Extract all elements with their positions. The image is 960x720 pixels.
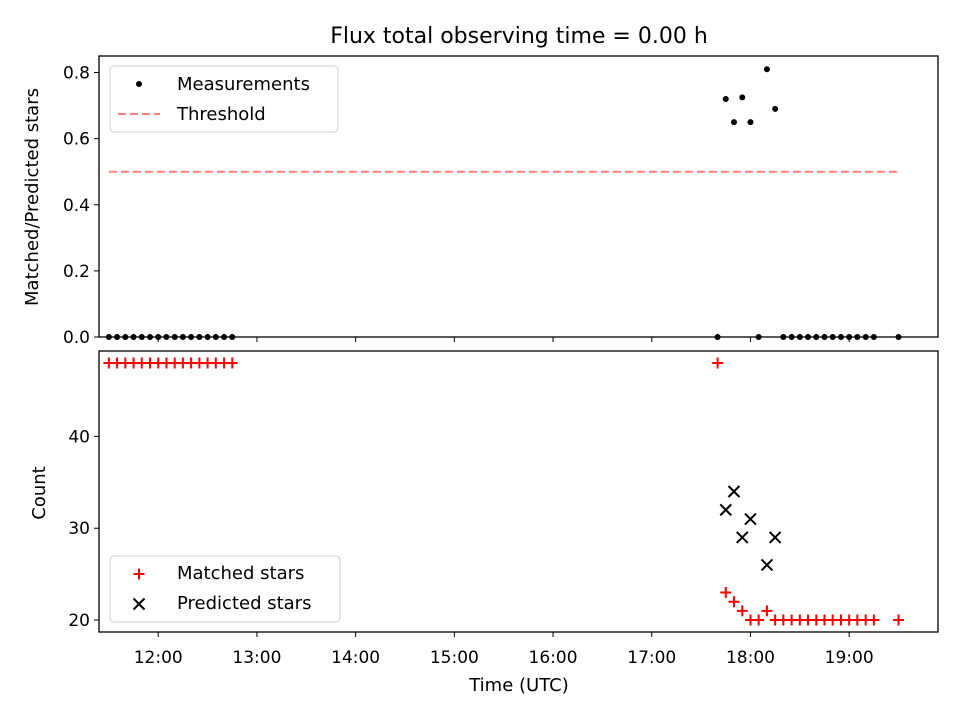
measurements-point <box>813 334 820 340</box>
measurements-point <box>854 334 861 340</box>
legend-predicted-marker <box>132 597 146 611</box>
predicted-stars-point <box>719 503 732 517</box>
measurements-point <box>188 334 195 340</box>
figure-title: Flux total observing time = 0.00 h <box>330 24 708 49</box>
measurements-point <box>212 334 219 340</box>
measurements-point <box>722 95 729 102</box>
top-legend-box <box>109 65 339 133</box>
predicted-stars-point <box>760 558 774 572</box>
matched-stars-point <box>753 614 765 626</box>
bottom-x-tick-label: 16:00 <box>529 648 578 668</box>
measurements-point <box>221 334 228 340</box>
top-y-tick-label: 0.4 <box>63 196 90 216</box>
measurements-point <box>163 334 170 340</box>
bottom-legend-box <box>109 555 341 623</box>
bottom-y-axis: 20 30 40 <box>68 427 99 631</box>
predicted-stars-point <box>736 531 749 544</box>
measurements-point <box>196 334 203 340</box>
matched-stars-point <box>226 357 238 369</box>
measurements-point <box>829 334 836 340</box>
measurements-point <box>714 334 721 340</box>
bottom-x-tick-label: 17:00 <box>627 648 676 668</box>
measurements-point <box>772 105 779 112</box>
matched-stars-point <box>736 605 748 617</box>
bottom-x-tick-label: 18:00 <box>726 648 775 668</box>
x-axis-label: Time (UTC) <box>468 675 569 696</box>
matched-stars-point <box>720 587 732 599</box>
top-y-axis: 0.0 0.2 0.4 0.6 0.8 <box>63 64 99 348</box>
measurements-point <box>796 334 803 340</box>
measurements-point <box>763 66 770 73</box>
measurements-point <box>895 334 902 340</box>
matched-stars-point <box>893 614 905 626</box>
bottom-y-tick-label: 20 <box>68 611 90 631</box>
measurements-point <box>204 334 211 340</box>
bottom-x-tick-label: 12:00 <box>134 648 183 668</box>
measurements-point <box>747 119 754 126</box>
predicted-stars-point <box>744 512 757 526</box>
measurements-point <box>780 334 787 340</box>
top-marks <box>105 66 902 340</box>
measurements-point <box>229 334 236 340</box>
predicted-stars-point <box>727 485 741 498</box>
measurements-point <box>138 334 145 340</box>
bottom-marks <box>103 357 905 626</box>
measurements-point <box>179 334 186 340</box>
measurements-point <box>870 334 877 340</box>
bottom-x-tick-label: 14:00 <box>331 648 380 668</box>
bottom-x-tick-label: 13:00 <box>232 648 281 668</box>
measurements-point <box>171 334 178 340</box>
measurements-point <box>755 334 762 340</box>
bottom-x-axis: 12:00 13:00 14:00 15:00 16:00 17:00 18:00 19:00 <box>134 632 874 668</box>
bottom-x-tick-label: 15:00 <box>430 648 479 668</box>
matched-stars-point <box>728 596 740 608</box>
legend-threshold-label: Threshold <box>176 104 266 125</box>
measurements-point <box>114 334 121 340</box>
measurements-point <box>805 334 812 340</box>
bottom-y-axis-label: Count <box>29 466 50 519</box>
measurements-point <box>739 94 746 101</box>
top-legend: Measurements Threshold <box>109 65 339 133</box>
top-y-tick-label: 0.0 <box>63 328 90 348</box>
legend-predicted-label: Predicted stars <box>177 593 311 614</box>
legend-measurements-label: Measurements <box>177 74 310 95</box>
top-y-axis-label: Matched/Predicted stars <box>22 88 43 306</box>
top-panel: 0.00.20.40.60.8 Matched/Predicted stars … <box>22 55 939 348</box>
top-y-tick-label: 0.8 <box>63 64 90 84</box>
bottom-y-tick-label: 30 <box>68 519 90 539</box>
matched-stars-point <box>712 357 724 369</box>
bottom-legend: Matched stars Predicted stars <box>109 555 341 623</box>
predicted-stars-point <box>768 531 782 544</box>
measurements-point <box>837 334 844 340</box>
measurements-point <box>147 334 154 340</box>
top-x-ticks <box>157 337 850 342</box>
measurements-point <box>788 334 795 340</box>
legend-matched-label: Matched stars <box>177 563 304 584</box>
bottom-panel: 20 30 40 12:00 13:00 14:00 15:00 16:00 17:00 18:… <box>29 350 939 696</box>
top-y-tick-label: 0.2 <box>63 262 90 282</box>
legend-matched-marker <box>133 568 145 580</box>
measurements-point <box>862 334 869 340</box>
measurements-point <box>105 334 112 340</box>
measurements-point <box>730 119 737 126</box>
matched-stars-point <box>761 605 773 617</box>
measurements-point <box>821 334 828 340</box>
legend-measurements-marker <box>136 81 142 87</box>
top-y-tick-label: 0.6 <box>63 130 90 150</box>
bottom-x-tick-label: 19:00 <box>825 648 874 668</box>
measurements-point <box>122 334 129 340</box>
matched-stars-point <box>868 614 880 626</box>
measurements-point <box>130 334 137 340</box>
bottom-y-tick-label: 40 <box>68 427 90 447</box>
